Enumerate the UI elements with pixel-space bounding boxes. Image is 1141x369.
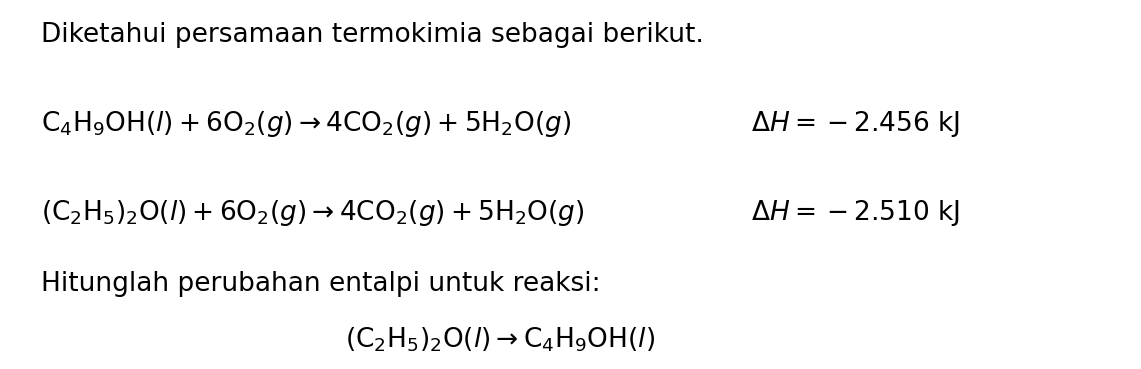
Text: Diketahui persamaan termokimia sebagai berikut.: Diketahui persamaan termokimia sebagai b… xyxy=(41,23,704,48)
Text: $\Delta \mathit{H} = -2.510\ \mathrm{kJ}$: $\Delta \mathit{H} = -2.510\ \mathrm{kJ}… xyxy=(751,198,960,228)
Text: $\mathrm{C_4H_9OH(}\mathit{l}\mathrm{) + 6O_2(}\mathit{g}\mathrm{) \rightarrow 4: $\mathrm{C_4H_9OH(}\mathit{l}\mathrm{) +… xyxy=(41,109,570,139)
Text: $\Delta \mathit{H} = -2.456\ \mathrm{kJ}$: $\Delta \mathit{H} = -2.456\ \mathrm{kJ}… xyxy=(751,109,960,139)
Text: Hitunglah perubahan entalpi untuk reaksi:: Hitunglah perubahan entalpi untuk reaksi… xyxy=(41,271,600,297)
Text: $\mathrm{(C_2H_5)_2O(}\mathit{l}\mathrm{) \rightarrow C_4H_9OH(}\mathit{l}\mathr: $\mathrm{(C_2H_5)_2O(}\mathit{l}\mathrm{… xyxy=(345,326,655,354)
Text: $\mathrm{(C_2H_5)_2O(}\mathit{l}\mathrm{) + 6O_2(}\mathit{g}\mathrm{) \rightarro: $\mathrm{(C_2H_5)_2O(}\mathit{l}\mathrm{… xyxy=(41,198,584,228)
